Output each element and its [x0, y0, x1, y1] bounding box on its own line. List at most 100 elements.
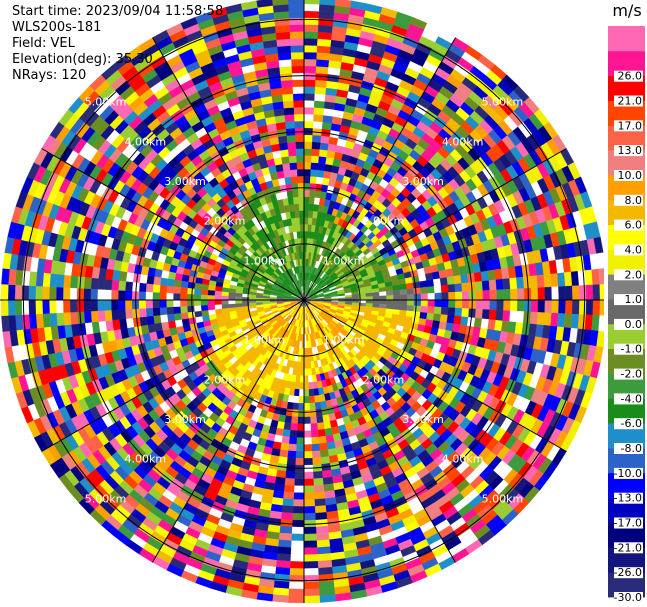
velocity-gate [275, 31, 291, 40]
velocity-gate [311, 443, 320, 452]
velocity-gate [138, 282, 147, 292]
velocity-gate [296, 231, 301, 239]
velocity-gate [300, 361, 305, 370]
velocity-gate [299, 217, 305, 225]
velocity-gate [303, 148, 313, 156]
velocity-gate [111, 279, 120, 291]
velocity-gate [372, 291, 380, 297]
velocity-gate [299, 382, 305, 390]
velocity-gate [433, 313, 442, 322]
velocity-gate [289, 17, 305, 26]
velocity-gate [303, 203, 310, 211]
velocity-gate [495, 278, 504, 291]
velocity-gate [303, 17, 319, 26]
velocity-gate [303, 437, 312, 445]
velocity-gate [288, 443, 297, 452]
velocity-gate [303, 155, 312, 163]
velocity-gate [296, 155, 305, 163]
velocity-gate [318, 156, 327, 165]
velocity-gate [303, 72, 317, 81]
velocity-gate [577, 314, 587, 330]
velocity-gate [309, 182, 317, 191]
velocity-gate [69, 299, 78, 313]
velocity-gate [289, 561, 305, 569]
velocity-gate [207, 309, 216, 316]
velocity-gate [460, 273, 469, 284]
velocity-gate [278, 532, 292, 541]
velocity-gate [462, 291, 470, 301]
velocity-gate [292, 402, 299, 411]
velocity-gate [181, 318, 190, 326]
velocity-gate [159, 299, 167, 308]
velocity-gate [286, 457, 296, 466]
velocity-gate [303, 526, 317, 535]
velocity-gate [282, 100, 295, 109]
velocity-gate [536, 312, 545, 326]
velocity-gate [63, 312, 72, 326]
velocity-gate [405, 282, 414, 290]
velocity-gate [275, 566, 291, 576]
velocity-gate [303, 189, 310, 197]
velocity-gate [406, 305, 415, 312]
velocity-gate [291, 533, 305, 542]
velocity-gate [314, 505, 327, 514]
velocity-gate [97, 299, 105, 311]
velocity-gate [323, 421, 332, 430]
velocity-gate [503, 299, 511, 311]
velocity-gate [274, 573, 290, 583]
velocity-gate [307, 361, 312, 369]
velocity-gate [412, 281, 421, 289]
velocity-gate [166, 292, 174, 301]
velocity-gate [392, 304, 401, 311]
velocity-gate [441, 292, 449, 301]
velocity-gate [124, 290, 133, 301]
velocity-gate [152, 307, 161, 316]
velocity-gate [584, 314, 593, 331]
velocity-gate [200, 294, 208, 301]
velocity-gate [303, 65, 317, 74]
velocity-gate [283, 169, 292, 178]
velocity-gate [426, 312, 435, 321]
velocity-gate [502, 278, 511, 290]
velocity-gate [276, 38, 291, 47]
velocity-gate [21, 285, 30, 301]
velocity-gate [159, 307, 168, 316]
velocity-gate [496, 289, 504, 301]
velocity-gate [488, 309, 497, 321]
velocity-gate [303, 499, 315, 507]
velocity-gate [207, 289, 216, 296]
velocity-gate [316, 45, 331, 54]
velocity-gate [21, 314, 31, 330]
velocity-gate [200, 304, 209, 311]
velocity-gate [234, 296, 243, 301]
velocity-gate [407, 299, 415, 306]
velocity-gate [160, 314, 169, 323]
velocity-gate [294, 478, 305, 487]
velocity-gate [42, 313, 51, 328]
velocity-gate [303, 574, 319, 583]
velocity-gate [319, 449, 329, 458]
velocity-gate [290, 547, 305, 555]
velocity-gate [433, 278, 442, 287]
velocity-gate [447, 307, 456, 316]
velocity-gate [104, 309, 113, 322]
velocity-gate [118, 280, 127, 291]
velocity-gate [125, 308, 133, 319]
velocity-gate [214, 304, 222, 310]
velocity-gate [90, 310, 99, 323]
velocity-gate [488, 279, 497, 291]
velocity-gate [315, 512, 328, 521]
velocity-gate [439, 277, 448, 286]
velocity-gate [228, 295, 236, 301]
velocity-gate [277, 45, 292, 54]
velocity-gate [166, 278, 175, 287]
velocity-gate [228, 303, 236, 309]
velocity-gate [90, 299, 98, 312]
velocity-gate [111, 299, 119, 311]
velocity-gate [174, 319, 183, 328]
velocity-gate [97, 310, 106, 322]
velocity-gate [303, 444, 313, 452]
velocity-gate [290, 45, 305, 53]
velocity-gate [537, 287, 546, 301]
